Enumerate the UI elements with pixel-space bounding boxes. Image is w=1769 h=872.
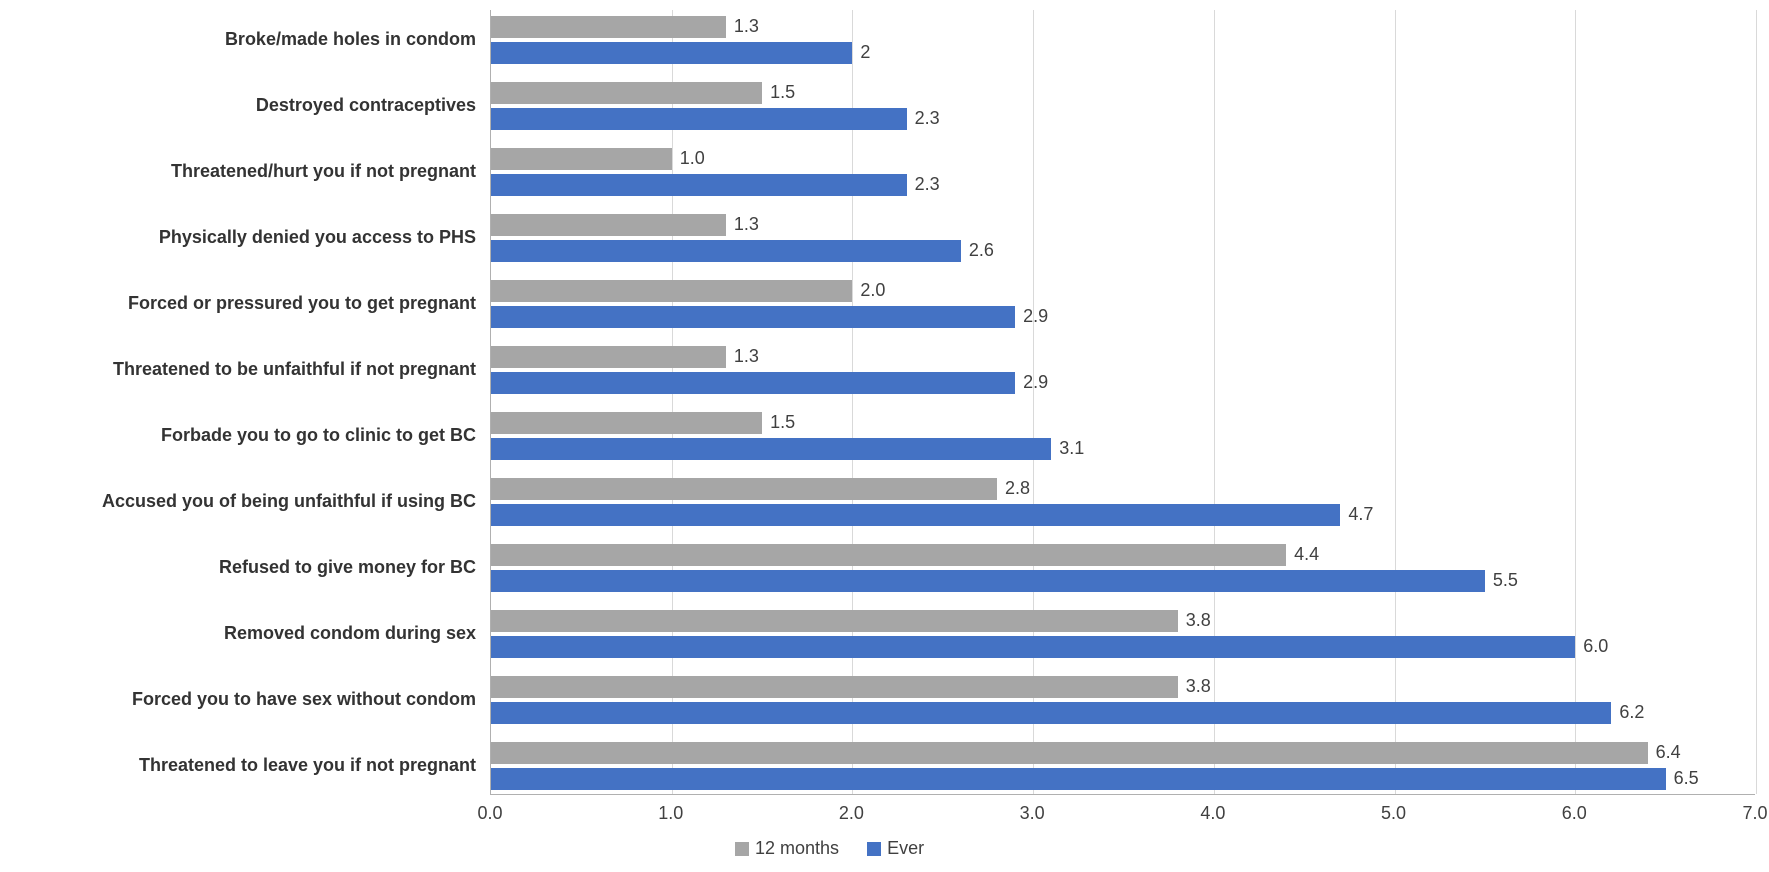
bar-12-months [491, 346, 726, 368]
bar-12-months [491, 16, 726, 38]
bar-12-months [491, 82, 762, 104]
category-label: Destroyed contraceptives [256, 95, 476, 116]
bar-12-months [491, 742, 1648, 764]
bar-value-ever: 6.2 [1619, 702, 1644, 723]
legend-item-ever: Ever [867, 838, 924, 859]
bar-value-12-months: 1.3 [734, 214, 759, 235]
bar-value-ever: 5.5 [1493, 570, 1518, 591]
bar-ever [491, 438, 1051, 460]
bar-ever [491, 174, 907, 196]
bar-value-12-months: 1.5 [770, 82, 795, 103]
bar-value-12-months: 1.5 [770, 412, 795, 433]
category-label: Forced or pressured you to get pregnant [128, 293, 476, 314]
gridline [1214, 10, 1215, 794]
gridline [1756, 10, 1757, 794]
bar-value-12-months: 3.8 [1186, 676, 1211, 697]
bar-value-12-months: 2.0 [860, 280, 885, 301]
bar-ever [491, 504, 1340, 526]
legend-swatch-ever [867, 842, 881, 856]
bar-value-ever: 2.6 [969, 240, 994, 261]
chart-container: 1.3 2 1.5 2.3 1.0 2.3 1.3 2.6 2.0 2.9 1.3 2.9 1.5 3.1… [0, 0, 1769, 872]
bar-ever [491, 42, 852, 64]
bar-ever [491, 372, 1015, 394]
category-label: Threatened to leave you if not pregnant [139, 755, 476, 776]
bar-value-ever: 2 [860, 42, 870, 63]
bar-12-months [491, 478, 997, 500]
gridline [1395, 10, 1396, 794]
bar-value-12-months: 2.8 [1005, 478, 1030, 499]
bar-value-ever: 3.1 [1059, 438, 1084, 459]
x-tick-label: 3.0 [1020, 803, 1045, 824]
plot-area: 1.3 2 1.5 2.3 1.0 2.3 1.3 2.6 2.0 2.9 1.3 2.9 1.5 3.1… [490, 10, 1755, 795]
bar-ever [491, 702, 1611, 724]
bar-value-ever: 6.5 [1674, 768, 1699, 789]
gridline [1575, 10, 1576, 794]
bar-ever [491, 306, 1015, 328]
x-tick-label: 1.0 [658, 803, 683, 824]
bar-value-ever: 2.9 [1023, 306, 1048, 327]
bar-12-months [491, 412, 762, 434]
legend-label-ever: Ever [887, 838, 924, 859]
bar-value-12-months: 1.3 [734, 16, 759, 37]
bar-value-12-months: 3.8 [1186, 610, 1211, 631]
category-label: Refused to give money for BC [219, 557, 476, 578]
bar-ever [491, 570, 1485, 592]
legend-swatch-12-months [735, 842, 749, 856]
bar-12-months [491, 214, 726, 236]
legend-label-12-months: 12 months [755, 838, 839, 859]
category-label: Physically denied you access to PHS [159, 227, 476, 248]
bar-value-12-months: 1.0 [680, 148, 705, 169]
bar-value-12-months: 1.3 [734, 346, 759, 367]
legend-item-12-months: 12 months [735, 838, 839, 859]
x-tick-label: 2.0 [839, 803, 864, 824]
bar-12-months [491, 148, 672, 170]
bar-12-months [491, 280, 852, 302]
bar-12-months [491, 544, 1286, 566]
legend: 12 months Ever [735, 838, 924, 859]
bar-value-12-months: 6.4 [1656, 742, 1681, 763]
x-tick-label: 6.0 [1562, 803, 1587, 824]
bar-ever [491, 768, 1666, 790]
category-label: Threatened to be unfaithful if not pregn… [113, 359, 476, 380]
bar-12-months [491, 610, 1178, 632]
x-tick-label: 7.0 [1742, 803, 1767, 824]
bar-ever [491, 240, 961, 262]
category-label: Broke/made holes in condom [225, 29, 476, 50]
category-label: Accused you of being unfaithful if using… [102, 491, 476, 512]
bar-12-months [491, 676, 1178, 698]
bar-value-ever: 4.7 [1348, 504, 1373, 525]
bar-value-ever: 2.9 [1023, 372, 1048, 393]
bar-ever [491, 108, 907, 130]
bar-value-ever: 2.3 [915, 174, 940, 195]
bar-value-ever: 2.3 [915, 108, 940, 129]
category-label: Threatened/hurt you if not pregnant [171, 161, 476, 182]
x-tick-label: 5.0 [1381, 803, 1406, 824]
category-label: Removed condom during sex [224, 623, 476, 644]
x-tick-label: 0.0 [477, 803, 502, 824]
x-tick-label: 4.0 [1200, 803, 1225, 824]
category-label: Forced you to have sex without condom [132, 689, 476, 710]
bar-value-ever: 6.0 [1583, 636, 1608, 657]
bar-value-12-months: 4.4 [1294, 544, 1319, 565]
bar-ever [491, 636, 1575, 658]
category-label: Forbade you to go to clinic to get BC [161, 425, 476, 446]
